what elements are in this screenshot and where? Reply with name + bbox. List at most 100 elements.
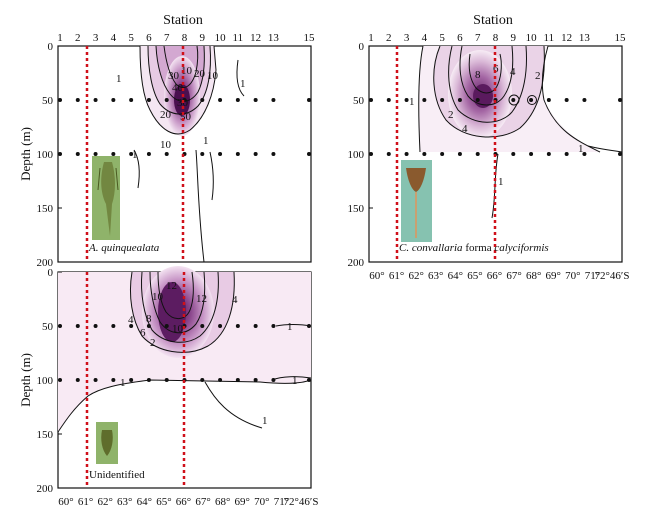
sample-point — [253, 152, 258, 156]
station-tick-label: 4 — [111, 32, 117, 44]
organism-shape — [101, 430, 113, 456]
depth-tick-label: 0 — [359, 41, 365, 53]
station-title: Station — [473, 13, 513, 28]
panel-caption: Unidentified — [89, 469, 145, 481]
station-tick-label: 1 — [368, 32, 374, 44]
latitude-tick-label: 71° — [274, 496, 289, 508]
depth-tick-label: 200 — [348, 257, 365, 269]
contour-label: 8 — [475, 69, 481, 81]
organism-photo-c-convallaria — [401, 160, 432, 242]
latitude-tick-label: 68° — [526, 270, 541, 282]
latitude-tick-label: 61° — [78, 496, 93, 508]
station-title: Station — [163, 13, 203, 28]
panel-caption: A. quinquealata — [88, 242, 160, 254]
latitude-tick-labels: 60° 61° 62° 63° 64° 65° 66° 67° 68° 69° 70° 71°72°4… — [58, 496, 318, 508]
sample-point — [457, 152, 462, 156]
contour-line-1c — [236, 59, 245, 97]
sample-point — [129, 378, 134, 382]
contour-label: 4 — [462, 123, 468, 135]
sample-point — [218, 152, 223, 156]
contour-label: 1 — [292, 375, 298, 387]
depth-tick-label: 50 — [42, 95, 54, 107]
sample-point — [546, 152, 551, 156]
sample-point — [111, 378, 116, 382]
sample-point — [235, 324, 240, 328]
caption-species: C. convallaria — [399, 242, 463, 254]
contour-line-1d — [587, 145, 623, 153]
station-tick-label: 15 — [615, 32, 627, 44]
contour-label: 8 — [146, 313, 152, 325]
depth-tick-labels: 0 50 100 150 200 — [37, 267, 62, 495]
sample-point — [440, 152, 445, 156]
sample-point — [529, 98, 534, 102]
sample-point — [164, 152, 169, 156]
sample-point — [253, 98, 258, 102]
caption-forma: forma — [465, 242, 491, 254]
depth-tick-label: 100 — [348, 149, 365, 161]
sample-point — [218, 98, 223, 102]
y-axis-label: Depth (m) — [18, 127, 33, 181]
station-tick-label: 5 — [128, 32, 134, 44]
latitude-tick-label: 66° — [176, 496, 191, 508]
panel-c-convallaria: Station 1 2 3 4 5 6 7 8 9 10 11 12 13 15 8 6 4 2 2 4 — [348, 13, 630, 282]
contour-ring — [527, 95, 537, 105]
depth-tick-labels: 0 50 100 150 200 — [37, 41, 62, 269]
contour-line-1b — [204, 381, 263, 429]
sample-point — [511, 98, 516, 102]
station-tick-label: 12 — [561, 32, 572, 44]
sample-point — [218, 378, 223, 382]
sample-point — [511, 152, 516, 156]
sample-point — [200, 324, 205, 328]
contour-line-8 — [468, 53, 502, 94]
sample-point — [564, 152, 569, 156]
depth-tick-label: 150 — [37, 429, 54, 441]
latitude-tick-label: 61° — [389, 270, 404, 282]
contour-label: 20 — [160, 109, 172, 121]
sample-point — [111, 324, 116, 328]
depth-tick-label: 50 — [42, 321, 54, 333]
contour-fill — [133, 45, 245, 263]
sample-point — [129, 98, 134, 102]
sample-point — [75, 324, 80, 328]
depth-tick-label: 200 — [37, 483, 54, 495]
latitude-tick-label: 72°46′S — [284, 496, 319, 508]
station-tick-label: 12 — [250, 32, 261, 44]
sample-point — [475, 152, 480, 156]
station-tick-label: 13 — [579, 32, 591, 44]
latitude-tick-label: 66° — [487, 270, 502, 282]
sample-point — [307, 98, 311, 102]
latitude-tick-label: 63° — [117, 496, 132, 508]
sample-point — [253, 324, 258, 328]
sample-point — [564, 98, 569, 102]
station-tick-label: 11 — [544, 32, 555, 44]
sample-point — [111, 98, 116, 102]
sample-point — [111, 152, 116, 156]
depth-tick-label: 200 — [37, 257, 54, 269]
contour-label: 12 — [166, 280, 177, 292]
sample-point — [582, 152, 587, 156]
contour-line-1e — [209, 151, 214, 201]
contour-label: 6 — [493, 63, 499, 75]
contour-label: 1 — [498, 176, 504, 188]
contour-label: 1 — [120, 377, 126, 389]
latitude-tick-label: 64° — [137, 496, 152, 508]
latitude-tick-label: 63° — [428, 270, 443, 282]
sample-point — [129, 152, 134, 156]
sample-point — [529, 152, 534, 156]
station-tick-label: 3 — [93, 32, 99, 44]
latitude-tick-label: 60° — [369, 270, 384, 282]
station-tick-label: 6 — [457, 32, 463, 44]
sample-point — [129, 324, 134, 328]
contour-label: 50 — [180, 111, 192, 123]
latitude-tick-label: 72°46′S — [595, 270, 630, 282]
sample-point — [546, 98, 551, 102]
sample-point — [75, 152, 80, 156]
contour-line-1d — [195, 149, 205, 263]
contour-line-4 — [129, 271, 235, 353]
latitude-tick-label: 65° — [467, 270, 482, 282]
station-tick-label: 7 — [164, 32, 170, 44]
sample-point — [146, 324, 151, 328]
sample-point — [93, 98, 98, 102]
contour-line-10 — [157, 271, 194, 319]
station-tick-label: 10 — [215, 32, 227, 44]
